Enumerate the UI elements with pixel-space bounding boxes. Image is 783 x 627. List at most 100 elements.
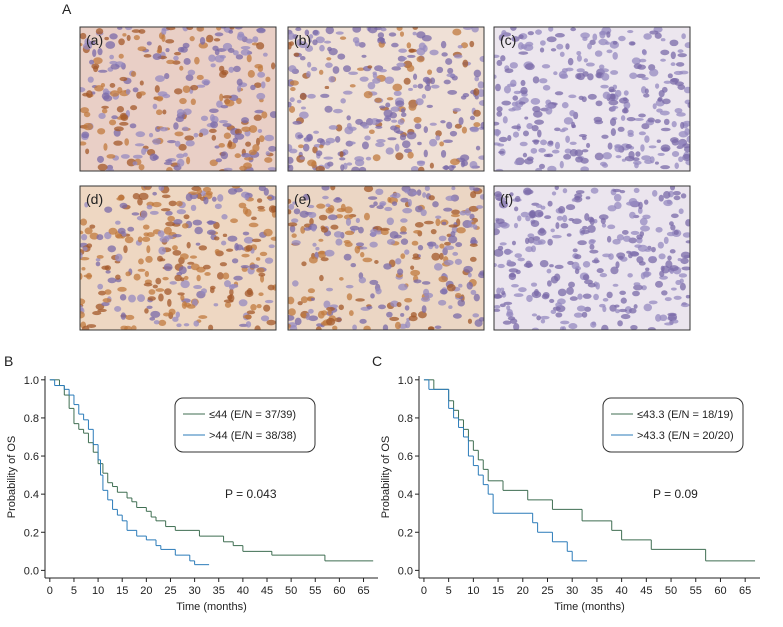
nucleus — [441, 52, 448, 57]
nucleus — [440, 150, 447, 158]
nucleus — [151, 201, 162, 208]
nucleus — [262, 52, 268, 57]
nucleus — [501, 100, 512, 106]
nucleus — [448, 235, 458, 244]
nucleus — [249, 264, 260, 269]
nucleus — [559, 51, 565, 57]
nucleus — [447, 67, 454, 74]
nucleus — [628, 197, 638, 205]
image — [288, 186, 484, 330]
nucleus — [196, 74, 204, 80]
nucleus — [213, 303, 219, 307]
nucleus — [358, 276, 367, 284]
nucleus — [674, 162, 679, 169]
nucleus — [220, 105, 229, 109]
legend-label: >44 (E/N = 38/38) — [209, 430, 296, 442]
nucleus — [537, 129, 542, 138]
nucleus — [238, 299, 248, 307]
nucleus — [599, 303, 606, 308]
x-tick-label: 60 — [333, 585, 345, 597]
nucleus — [649, 156, 655, 164]
x-tick-label: 35 — [591, 585, 603, 597]
nucleus — [288, 164, 291, 169]
nucleus — [513, 222, 519, 229]
nucleus — [672, 190, 681, 196]
nucleus — [375, 188, 384, 196]
nucleus — [129, 123, 137, 129]
nucleus — [499, 242, 507, 246]
nucleus — [86, 90, 93, 99]
nucleus — [508, 272, 517, 281]
nucleus — [235, 54, 244, 60]
nucleus — [470, 127, 479, 133]
nucleus — [154, 85, 160, 93]
nucleus — [138, 29, 146, 34]
nucleus — [629, 72, 638, 79]
nucleus — [399, 134, 407, 141]
nucleus — [227, 235, 238, 242]
nucleus — [392, 83, 403, 92]
nucleus — [175, 116, 184, 123]
legend-label: ≤44 (E/N = 37/39) — [209, 409, 296, 421]
nucleus — [138, 91, 146, 96]
nucleus — [168, 308, 176, 316]
nucleus — [242, 206, 249, 215]
nucleus — [185, 140, 195, 147]
nucleus — [317, 250, 327, 259]
nucleus — [350, 262, 357, 268]
nucleus — [612, 188, 622, 193]
nucleus — [657, 98, 663, 102]
nucleus — [495, 168, 504, 171]
nucleus — [236, 85, 242, 93]
nucleus — [124, 236, 134, 244]
nucleus — [494, 293, 502, 299]
nucleus — [410, 265, 415, 270]
nucleus — [458, 117, 464, 126]
nucleus — [141, 236, 151, 242]
nucleus — [656, 139, 661, 143]
nucleus — [680, 121, 685, 129]
image — [80, 27, 276, 171]
nucleus — [599, 31, 606, 39]
nucleus — [401, 140, 411, 149]
nucleus — [380, 227, 390, 231]
nucleus — [124, 138, 129, 146]
y-tick-label: 1.0 — [24, 375, 39, 387]
nucleus — [224, 302, 232, 308]
nucleus — [361, 141, 369, 150]
nucleus — [500, 222, 510, 229]
nucleus — [599, 272, 608, 278]
nucleus — [288, 41, 292, 50]
nucleus — [358, 41, 366, 48]
nucleus — [167, 215, 175, 222]
nucleus — [450, 158, 460, 166]
nucleus — [396, 62, 406, 68]
nucleus — [582, 225, 588, 230]
nucleus — [101, 108, 108, 114]
nucleus — [150, 310, 161, 318]
x-tick-label: 55 — [309, 585, 321, 597]
nucleus — [588, 239, 595, 246]
nucleus — [288, 209, 292, 215]
nucleus — [176, 153, 185, 159]
histology-panel: (a) (b) (c) (d) (e) (f) — [79, 26, 691, 331]
nucleus — [232, 137, 239, 144]
nucleus — [348, 310, 354, 317]
image-bg — [494, 186, 690, 330]
nucleus — [510, 79, 517, 87]
nucleus — [374, 230, 383, 235]
nucleus — [263, 228, 273, 237]
nucleus — [387, 137, 397, 141]
nucleus — [420, 296, 431, 302]
x-tick-label: 45 — [261, 585, 273, 597]
nucleus — [469, 40, 475, 48]
nucleus — [250, 304, 257, 311]
nucleus — [634, 244, 642, 248]
nucleus — [445, 195, 455, 201]
nucleus — [430, 228, 437, 235]
nucleus — [97, 128, 106, 135]
nucleus — [271, 62, 276, 70]
nucleus — [106, 154, 116, 159]
nucleus — [666, 199, 672, 205]
nucleus — [260, 274, 265, 283]
